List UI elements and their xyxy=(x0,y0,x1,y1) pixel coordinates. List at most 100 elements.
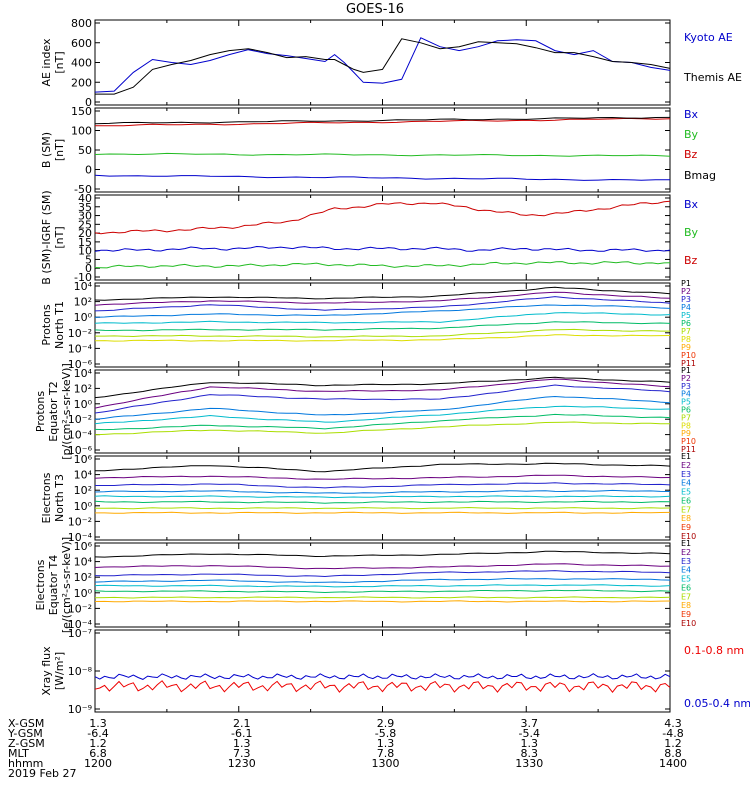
ylabel-line: B (SM) xyxy=(40,132,53,168)
legend-entry: By xyxy=(684,128,699,141)
series-line-pe-p1 xyxy=(94,376,671,399)
ylabel-line: Equator T4 xyxy=(47,555,60,615)
ytick-label: 10² xyxy=(74,484,92,497)
series-line-pn-p2 xyxy=(94,291,671,306)
xaxis-tick-value: 2.1 xyxy=(233,717,251,730)
xaxis-tick-value: 6.8 xyxy=(89,747,107,760)
panel-ae: 800 600 400 200 0 AE index [nT] Kyoto AE Themis … xyxy=(40,17,742,109)
series-line-bsm-bx xyxy=(94,174,670,181)
xaxis-tick-value: 3.7 xyxy=(521,717,539,730)
series-line-en-e3 xyxy=(95,482,671,489)
xaxis-tick-value: 1300 xyxy=(372,757,400,770)
legend-entry: P8 xyxy=(681,421,691,430)
ytick-label: 10⁰ xyxy=(74,587,93,600)
series-line-bigrf-by xyxy=(94,261,671,269)
series-line-ee-e2 xyxy=(94,563,671,570)
series-group-xray xyxy=(94,673,671,694)
ytick-label: 5 xyxy=(85,253,92,266)
legend-entry: P11 xyxy=(681,445,696,454)
legend-entry: P10 xyxy=(681,351,696,360)
ytick-label: 10⁰ xyxy=(74,500,93,513)
ylabel-line: [nT] xyxy=(53,139,66,161)
xaxis-tick-value: -6.4 xyxy=(87,727,108,740)
legend-entry: P7 xyxy=(681,327,691,336)
legend-entry: Bx xyxy=(684,198,699,211)
ytick-label: 10⁴ xyxy=(74,556,93,569)
xaxis-tick-value: 1330 xyxy=(515,757,543,770)
legend-entry: By xyxy=(684,226,699,239)
legend-entry: E2 xyxy=(681,461,691,470)
ytick-label: 10⁻⁸ xyxy=(68,665,93,678)
panel-xray: 10⁻⁷ 10⁻⁸ 10⁻⁹ Xray flux [W/m²] 0.1-0.8 nm 0.0… xyxy=(40,627,750,716)
xaxis-tick-value: 8.3 xyxy=(521,747,539,760)
series-line-en-e1 xyxy=(95,462,671,473)
ylabel-line: Xray flux xyxy=(40,646,53,696)
legend-entry: P1 xyxy=(681,366,691,375)
ytick-label: 30 xyxy=(78,210,92,223)
legend-entry: 0.1-0.8 nm xyxy=(684,644,744,657)
ytick-label: 100 xyxy=(71,125,92,138)
ytick-label: 10² xyxy=(74,382,92,395)
legend-entry: P3 xyxy=(681,295,691,304)
series-line-pn-p7 xyxy=(95,328,670,338)
legend-entry: E10 xyxy=(681,532,696,541)
legend-entry: 0.05-0.4 nm xyxy=(684,697,750,710)
panel-ee: 10⁶ 10⁴ 10² 10⁰ 10⁻² 10⁻⁴ Electrons Equator T4[… xyxy=(34,537,696,633)
plot-title: GOES-16 xyxy=(346,2,404,17)
series-line-bigrf-bx xyxy=(94,245,671,252)
panel-frame xyxy=(94,455,671,541)
legend-entry: P5 xyxy=(681,398,691,407)
ytick-label: 10⁻⁴ xyxy=(68,531,93,544)
series-line-bsm-bz xyxy=(95,117,671,127)
ylabel-line: [W/m²] xyxy=(53,652,66,690)
xaxis-tick-value: 7.8 xyxy=(377,747,395,760)
series-group-ae xyxy=(94,37,671,95)
ylabel-line: Protons xyxy=(40,304,53,345)
series-line-ee-e6 xyxy=(94,589,671,594)
series-line-xray-0-05-0-4-nm xyxy=(94,673,671,680)
legend-entry: E8 xyxy=(681,514,691,523)
ytick-label: 10⁻⁴ xyxy=(68,342,93,355)
legend-entry: P2 xyxy=(681,374,691,383)
series-line-pe-p3 xyxy=(94,384,671,414)
series-line-ee-e1 xyxy=(94,550,671,558)
series-line-pe-p6 xyxy=(94,413,671,431)
xaxis-row-label: Z-GSM xyxy=(8,737,45,750)
ytick-label: 25 xyxy=(78,218,92,231)
xaxis-row-label: Y-GSM xyxy=(7,727,43,740)
legend-entry: P7 xyxy=(681,413,691,422)
ytick-label: 600 xyxy=(71,37,92,50)
ylabel-line: [nT] xyxy=(53,226,66,248)
legend-entry: E1 xyxy=(681,539,691,548)
series-line-bsm-bmag xyxy=(94,116,671,125)
ytick-label: 10⁴ xyxy=(74,469,93,482)
series-line-ee-e5 xyxy=(94,584,671,588)
panel-pn: 10⁴ 10² 10⁰ 10⁻² 10⁻⁴ 10⁻⁶ Protons North T1 P1P2… xyxy=(40,279,696,371)
ylabel-line: North T3 xyxy=(53,474,66,522)
series-line-en-e5 xyxy=(94,495,671,499)
ylabel-line: Equator T2 xyxy=(47,381,60,441)
legend-entry: P3 xyxy=(681,382,691,391)
series-line-pe-p7 xyxy=(94,421,670,436)
legend-entry: E5 xyxy=(681,575,691,584)
legend-entry: P6 xyxy=(681,406,691,415)
legend-entry: E6 xyxy=(681,583,691,592)
series-line-ae-themis-ae xyxy=(95,38,671,95)
xaxis-row-label: X-GSM xyxy=(8,717,44,730)
series-line-pe-p2 xyxy=(94,378,671,409)
ytick-label: 150 xyxy=(71,105,92,118)
xaxis-tick-value: 1.3 xyxy=(521,737,539,750)
series-group-en xyxy=(94,462,671,514)
xaxis-row-label: hhmm xyxy=(8,757,43,770)
legend-entry: P4 xyxy=(681,390,691,399)
xaxis-tick-value: 4.3 xyxy=(664,717,682,730)
series-group-pe xyxy=(94,376,671,436)
panel-frame xyxy=(94,629,671,713)
series-group-bsm xyxy=(94,116,671,181)
series-line-en-e7 xyxy=(95,506,671,510)
xaxis-row-label: MLT xyxy=(8,747,29,760)
legend-entry: Kyoto AE xyxy=(684,31,733,44)
series-group-bigrf xyxy=(94,200,671,269)
legend-entry: E9 xyxy=(681,523,691,532)
